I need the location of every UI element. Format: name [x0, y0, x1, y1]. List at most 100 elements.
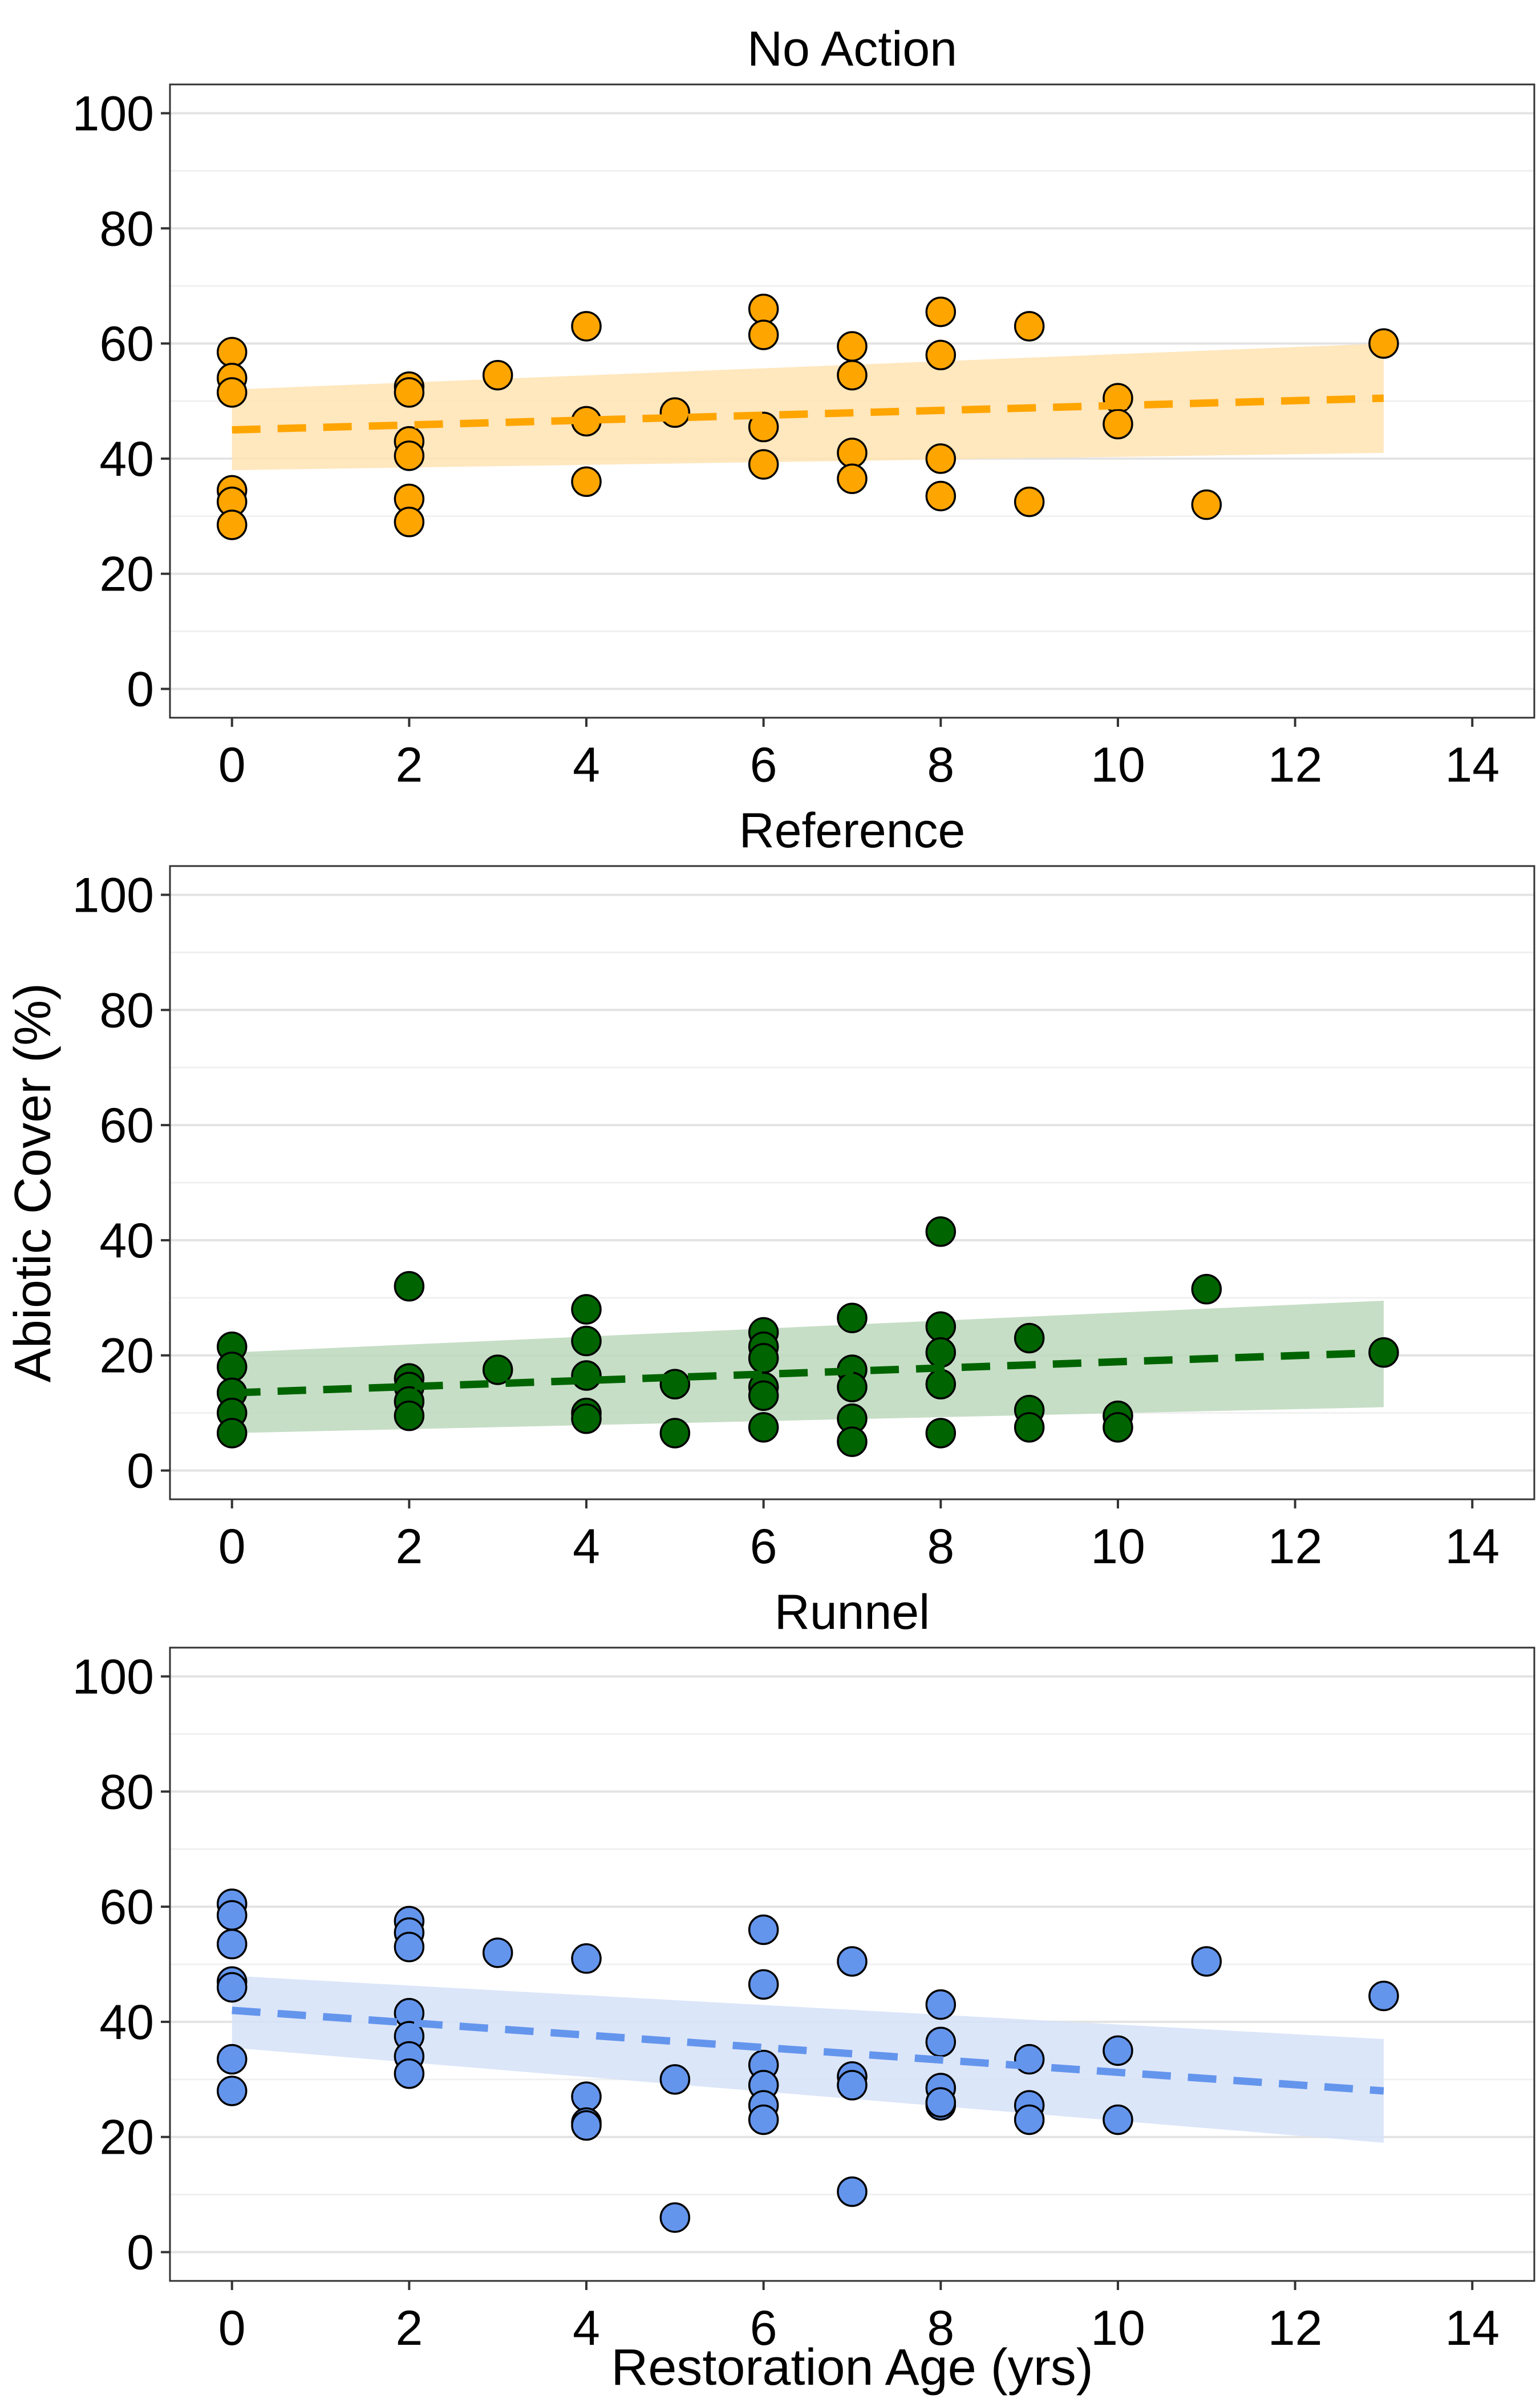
- data-point: [216, 2076, 248, 2106]
- data-point: [925, 1337, 957, 1368]
- y-tick-label: 60: [99, 317, 154, 371]
- data-point: [837, 1946, 868, 1977]
- panel-2: 0 20 40 60 80 100 0 2 4 6 8 10 12 14 Runnel Restoration…: [72, 1585, 1535, 2396]
- data-point: [216, 1972, 248, 2003]
- x-tick-label: 0: [218, 2301, 246, 2356]
- data-point: [1103, 1412, 1133, 1443]
- data-point: [571, 1325, 602, 1357]
- x-tick-label: 4: [573, 1519, 600, 1574]
- data-point: [748, 449, 779, 480]
- data-point: [1368, 328, 1399, 359]
- confidence-band: [232, 1976, 1384, 2143]
- data-point: [1014, 1322, 1045, 1354]
- data-point: [659, 2064, 691, 2095]
- data-point: [394, 1400, 425, 1431]
- data-point: [1103, 408, 1133, 440]
- data-point: [216, 337, 248, 367]
- data-point: [748, 1380, 779, 1411]
- data-point: [482, 1937, 513, 1968]
- data-point: [394, 1931, 425, 1963]
- confidence-band: [232, 1300, 1384, 1433]
- data-point: [1191, 489, 1222, 520]
- data-point: [748, 1412, 779, 1443]
- data-point: [837, 2070, 868, 2101]
- data-point: [216, 377, 248, 408]
- x-tick-label: 12: [1268, 738, 1323, 792]
- data-point: [748, 293, 779, 325]
- data-point: [1103, 2104, 1133, 2135]
- y-tick-label: 0: [127, 2226, 154, 2280]
- y-tick-label: 0: [127, 662, 154, 717]
- y-tick-label: 40: [99, 432, 154, 487]
- data-point: [571, 1360, 602, 1391]
- x-tick-label: 10: [1091, 738, 1145, 792]
- data-point: [571, 1403, 602, 1434]
- y-tick-label: 40: [99, 1213, 154, 1268]
- data-point: [659, 397, 691, 428]
- panel-0: 0 20 40 60 80 100 0 2 4 6 8 10 12 14 No Action: [72, 22, 1535, 792]
- data-point: [216, 1900, 248, 1931]
- data-point: [1191, 1273, 1222, 1305]
- data-point: [394, 377, 425, 408]
- y-tick-label: 0: [127, 1444, 154, 1499]
- data-point: [394, 1271, 425, 1302]
- y-tick-label: 40: [99, 1995, 154, 2050]
- x-tick-label: 8: [927, 1519, 954, 1574]
- x-tick-label: 10: [1091, 2301, 1145, 2356]
- data-point: [1014, 311, 1045, 342]
- y-tick-label: 100: [72, 86, 155, 141]
- x-tick-label: 0: [218, 738, 246, 792]
- x-tick-label: 2: [395, 738, 423, 792]
- data-point: [925, 2087, 957, 2118]
- y-tick-label: 60: [99, 1098, 154, 1153]
- data-point: [571, 311, 602, 342]
- plot-border: [169, 865, 1535, 1500]
- confidence-band: [232, 343, 1384, 471]
- data-point: [571, 1943, 602, 1974]
- x-tick-label: 10: [1091, 1519, 1145, 1574]
- fit-line: [232, 1349, 1384, 1397]
- data-point: [659, 2202, 691, 2233]
- data-point: [748, 411, 779, 443]
- x-tick-label: 0: [218, 1519, 246, 1574]
- x-tick-label: 2: [395, 2301, 423, 2356]
- data-point: [1191, 1946, 1222, 1977]
- data-point: [1103, 2035, 1133, 2066]
- x-tick-label: 8: [927, 2301, 954, 2356]
- data-point: [925, 339, 957, 371]
- y-tick-label: 20: [99, 1329, 154, 1383]
- data-point: [925, 1418, 957, 1449]
- x-tick-label: 4: [573, 2301, 600, 2356]
- data-point: [571, 2110, 602, 2141]
- data-point: [394, 440, 425, 471]
- panel-title: No Action: [747, 22, 957, 76]
- data-point: [748, 319, 779, 350]
- data-point: [837, 331, 868, 362]
- panel-1: 0 20 40 60 80 100 0 2 4 6 8 10 12 14 Reference Abiotic …: [5, 803, 1535, 1574]
- y-tick-label: 80: [99, 983, 154, 1038]
- data-point: [1368, 1980, 1399, 2012]
- x-tick-label: 4: [573, 738, 600, 792]
- data-point: [216, 509, 248, 540]
- data-point: [659, 1418, 691, 1449]
- x-tick-label: 6: [750, 2301, 777, 2356]
- data-point: [925, 1216, 957, 1247]
- data-point: [837, 2176, 868, 2207]
- data-point: [216, 1928, 248, 1960]
- x-tick-label: 8: [927, 738, 954, 792]
- x-axis-title: Restoration Age (yrs): [611, 2339, 1093, 2396]
- y-tick-label: 100: [72, 1649, 155, 1704]
- plot-border: [169, 83, 1535, 719]
- data-point: [837, 1372, 868, 1402]
- data-point: [925, 1989, 957, 2020]
- panel-title: Runnel: [775, 1585, 930, 1640]
- data-point: [571, 1294, 602, 1325]
- x-tick-label: 6: [750, 1519, 777, 1574]
- panel-title: Reference: [739, 803, 966, 858]
- x-tick-label: 14: [1445, 2301, 1500, 2356]
- data-point: [1014, 486, 1045, 517]
- y-tick-label: 60: [99, 1880, 154, 1935]
- data-point: [925, 480, 957, 512]
